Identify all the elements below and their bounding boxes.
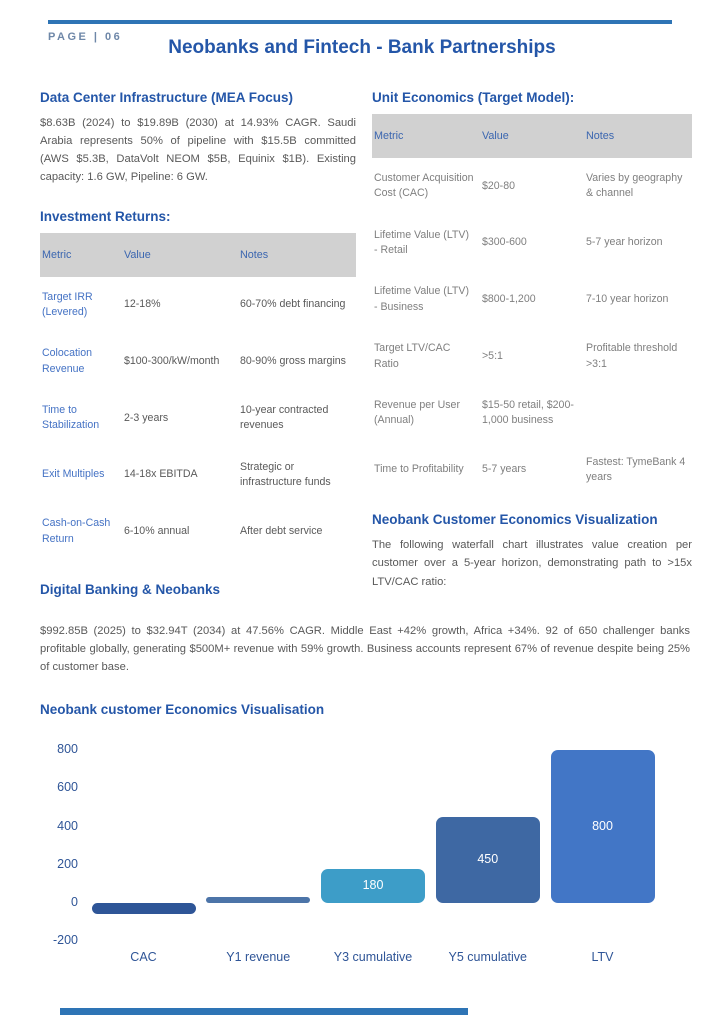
left-column: Data Center Infrastructure (MEA Focus) $… <box>40 90 356 606</box>
table-row: Target LTV/CAC Ratio >5:1 Profitable thr… <box>372 328 692 385</box>
metric-cell: Target LTV/CAC Ratio <box>374 342 451 370</box>
table-row: Revenue per User (Annual) $15-50 retail,… <box>372 385 692 442</box>
metric-cell: Time to Stabilization <box>42 404 100 432</box>
bar-value-label: 800 <box>592 818 613 833</box>
metric-cell: Lifetime Value (LTV) - Business <box>374 285 469 313</box>
value-cell: $100-300/kW/month <box>124 354 220 367</box>
two-column-layout: Data Center Infrastructure (MEA Focus) $… <box>40 90 692 606</box>
unit-economics-table: Metric Value Notes Customer Acquisition … <box>372 114 692 498</box>
bar-ltv <box>550 750 655 903</box>
value-cell: 12-18% <box>124 298 161 311</box>
notes-cell: 5-7 year horizon <box>586 236 663 249</box>
column-header: Metric <box>40 232 122 277</box>
column-header: Value <box>480 114 584 158</box>
investment-returns-table: Metric Value Notes Target IRR (Levered) … <box>40 232 356 561</box>
heading-data-center: Data Center Infrastructure (MEA Focus) <box>40 90 294 105</box>
bar-y1-revenue <box>206 897 311 903</box>
metric-cell: Revenue per User (Annual) <box>374 398 460 427</box>
value-cell: 14-18x EBITDA <box>124 468 198 481</box>
column-header: Metric <box>372 114 480 158</box>
metric-cell: Cash-on-Cash Return <box>42 517 111 545</box>
y-axis-tick-label: 200 <box>57 856 78 871</box>
heading-investment-returns: Investment Returns: <box>40 208 171 224</box>
notes-cell: 10-year contracted revenues <box>240 404 329 432</box>
notes-cell: Strategic or infrastructure funds <box>240 460 331 489</box>
value-cell: $300-600 <box>482 236 527 249</box>
metric-cell: Lifetime Value (LTV) - Retail <box>374 228 469 257</box>
notes-cell: Profitable threshold >3:1 <box>586 342 678 370</box>
notes-cell: Varies by geography & channel <box>586 172 683 200</box>
metric-cell: Exit Multiples <box>42 468 105 481</box>
page-title: Neobanks and Fintech - Bank Partnerships <box>168 37 556 58</box>
table-row: Lifetime Value (LTV) - Business $800-1,2… <box>372 271 692 328</box>
metric-cell: Colocation Revenue <box>42 347 93 375</box>
waterfall-chart: 800 600 400 200 0 -200 CAC Y1 revenue 180 Y3 cumu… <box>0 728 724 988</box>
bar-value-label: 180 <box>362 877 384 892</box>
table-row: Target IRR (Levered) 12-18% 60-70% debt … <box>40 277 356 334</box>
table-row: Time to Profitability 5-7 years Fastest:… <box>372 442 692 499</box>
value-cell: $15-50 retail, $200-1,000 business <box>482 398 574 427</box>
header-rule <box>48 20 672 24</box>
bar-cac <box>91 903 196 915</box>
paragraph-digital-banking: $992.85B (2025) to $32.94T (2034) at 47.… <box>40 625 690 674</box>
table-row: Lifetime Value (LTV) - Retail $300-600 5… <box>372 215 692 272</box>
value-cell: 5-7 years <box>482 463 527 476</box>
metric-cell: Target IRR (Levered) <box>42 290 93 318</box>
digital-banking-paragraph-band: $992.85B (2025) to $32.94T (2034) at 47.… <box>40 622 690 676</box>
metric-cell: Customer Acquisition Cost (CAC) <box>374 172 474 200</box>
y-axis-tick-label: 0 <box>71 895 78 909</box>
bar-y5-cumulative <box>435 816 540 903</box>
bar-value-label: 450 <box>477 851 499 866</box>
table-row: Exit Multiples 14-18x EBITDA Strategic o… <box>40 447 356 504</box>
column-header: Value <box>122 232 238 277</box>
notes-cell: 7-10 year horizon <box>586 293 669 306</box>
table-row: Customer Acquisition Cost (CAC) $20-80 V… <box>372 158 692 215</box>
value-cell: 2-3 years <box>124 411 169 424</box>
heading-digital-banking: Digital Banking & Neobanks <box>40 582 221 598</box>
value-cell: $20-80 <box>482 179 515 192</box>
metric-cell: Time to Profitability <box>374 463 464 476</box>
table-row: Colocation Revenue $100-300/kW/month 80-… <box>40 333 356 390</box>
x-axis-category-label: Y1 revenue <box>226 950 291 964</box>
heading-unit-economics: Unit Economics (Target Model): <box>372 90 575 105</box>
table-row: Time to Stabilization 2-3 years 10-year … <box>40 390 356 447</box>
y-axis-tick-label: 600 <box>57 780 78 795</box>
value-cell: 6-10% annual <box>124 525 190 538</box>
x-axis-category-label: Y3 cumulative <box>333 950 413 964</box>
value-cell: $800-1,200 <box>482 293 536 306</box>
bar-y3-cumulative <box>321 868 425 903</box>
paragraph-viz: The following waterfall chart illustrate… <box>372 539 692 588</box>
notes-cell: 60-70% debt financing <box>240 298 346 311</box>
page-number-label: PAGE | 06 <box>48 31 123 43</box>
column-header: Notes <box>584 114 692 158</box>
notes-cell: 80-90% gross margins <box>240 354 346 367</box>
y-axis-tick-label: 800 <box>57 742 78 756</box>
footer-rule <box>60 1008 468 1015</box>
paragraph-data-center: $8.63B (2024) to $19.89B (2030) at 14.93… <box>40 117 356 184</box>
y-axis-tick-label: 400 <box>57 818 78 833</box>
heading-viz: Neobank Customer Economics Visualization <box>372 512 658 528</box>
value-cell: >5:1 <box>482 349 503 362</box>
table-row: Cash-on-Cash Return 6-10% annual After d… <box>40 503 356 560</box>
table-header-row: Metric Value Notes <box>40 232 356 277</box>
column-header: Notes <box>238 232 356 277</box>
right-column: Unit Economics (Target Model): Metric Va… <box>372 90 692 606</box>
notes-cell: After debt service <box>240 525 323 538</box>
x-axis-category-label: CAC <box>130 950 157 964</box>
x-axis-category-label: Y5 cumulative <box>448 950 527 964</box>
heading-chart: Neobank customer Economics Visualisation <box>40 702 325 717</box>
table-header-row: Metric Value Notes <box>372 114 692 158</box>
notes-cell: Fastest: TymeBank 4 years <box>586 455 686 483</box>
notes-cell <box>584 385 692 442</box>
x-axis-category-label: LTV <box>591 950 614 964</box>
y-axis-tick-label: -200 <box>52 933 78 948</box>
